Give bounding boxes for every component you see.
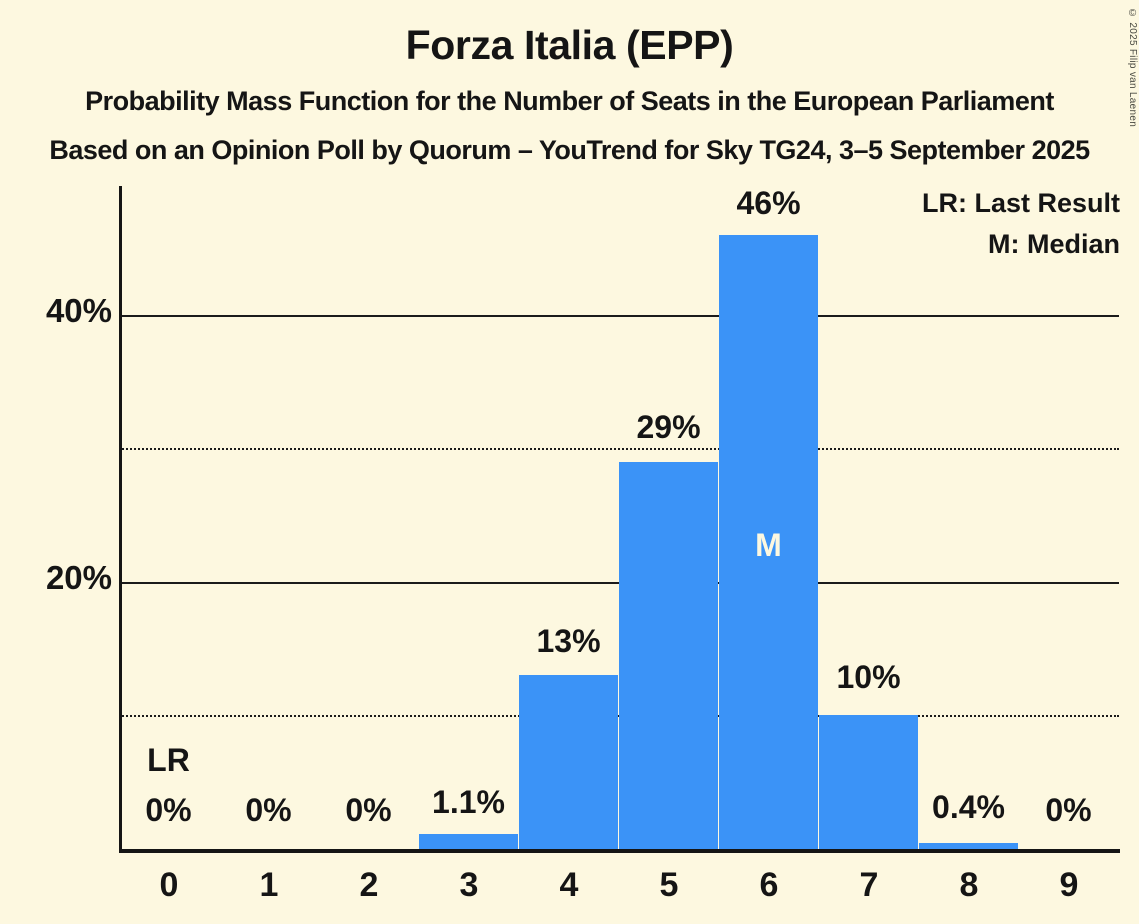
x-tick-label-6: 6 [759, 866, 779, 904]
bar-value-label-1: 0% [245, 792, 292, 828]
last-result-marker: LR [147, 742, 190, 778]
bar-5[interactable] [619, 462, 718, 849]
x-tick-label-3: 3 [459, 866, 479, 904]
bar-value-label-5: 29% [636, 409, 701, 445]
x-tick-label-2: 2 [359, 866, 379, 904]
bar-8[interactable] [919, 843, 1018, 849]
bar-3[interactable] [419, 834, 518, 849]
gridline-40 [119, 315, 1119, 317]
page-title: Forza Italia (EPP) [405, 22, 734, 68]
bar-6[interactable] [719, 235, 818, 849]
x-tick-label-1: 1 [259, 866, 279, 904]
legend: LR: Last Result M: Median [922, 183, 1120, 265]
bar-7[interactable] [819, 715, 918, 849]
y-axis [119, 186, 122, 851]
x-tick-label-0: 0 [159, 866, 179, 904]
legend-item-last-result: LR: Last Result [921, 188, 1120, 218]
bar-value-label-8: 0.4% [932, 789, 1005, 825]
y-tick-label-20: 20% [45, 559, 112, 596]
x-tick-label-9: 9 [1059, 866, 1079, 904]
bar-value-label-0: 0% [145, 792, 192, 828]
x-tick-label-5: 5 [659, 866, 679, 904]
bar-value-label-6: 46% [736, 185, 801, 221]
gridline-30 [119, 448, 1119, 450]
x-tick-label-4: 4 [559, 866, 579, 904]
bar-value-label-7: 10% [836, 659, 901, 695]
legend-item-median: M: Median [988, 229, 1120, 259]
median-marker: M [755, 527, 782, 563]
x-axis [119, 849, 1120, 853]
bar-value-label-3: 1.1% [432, 784, 505, 820]
x-tick-label-8: 8 [959, 866, 979, 904]
copyright-notice: © 2025 Filip van Laenen [1127, 8, 1138, 128]
bar-value-label-9: 0% [1045, 792, 1092, 828]
bar-4[interactable] [519, 675, 618, 849]
bar-value-label-4: 13% [536, 623, 601, 659]
chart-subtitle: Probability Mass Function for the Number… [85, 86, 1054, 116]
x-tick-label-7: 7 [859, 866, 879, 904]
y-tick-label-40: 40% [45, 292, 112, 329]
chart-source-note: Based on an Opinion Poll by Quorum – You… [49, 135, 1090, 165]
bar-value-label-2: 0% [345, 792, 392, 828]
plot-area [119, 186, 1119, 849]
